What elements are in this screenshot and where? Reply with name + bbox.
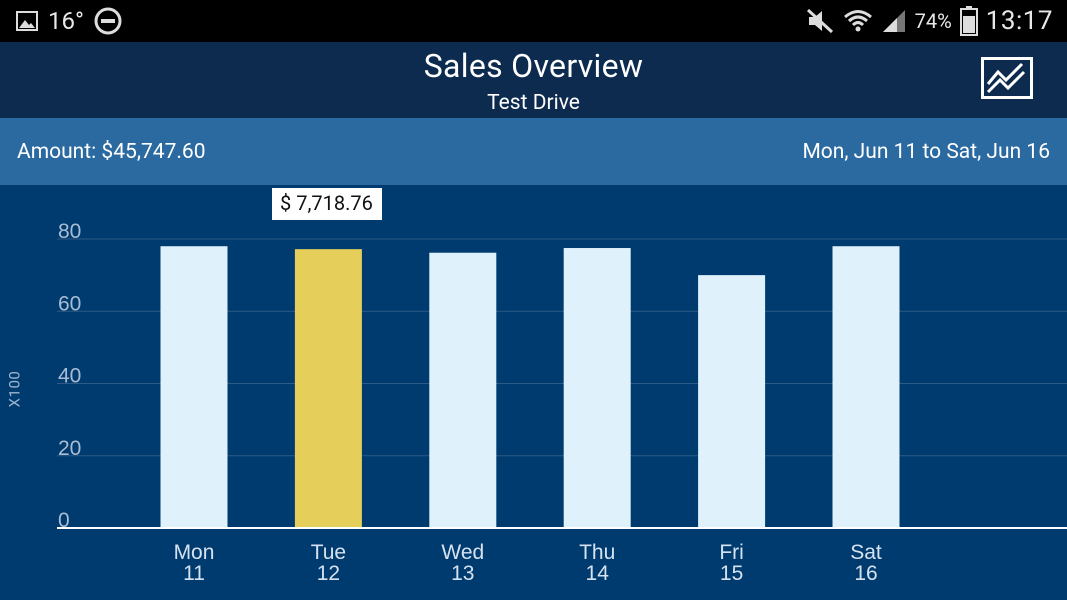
bar-fri[interactable]: [698, 275, 766, 528]
page-subtitle: Test Drive: [487, 91, 580, 115]
x-tick-date: 11: [183, 562, 205, 585]
y-tick-label: 60: [58, 292, 81, 315]
x-tick-day: Wed: [441, 541, 484, 564]
battery-percent: 74%: [914, 9, 952, 33]
x-tick-day: Mon: [174, 541, 215, 564]
bar-wed[interactable]: [429, 252, 497, 528]
summary-bar: Amount: $45,747.60 Mon, Jun 11 to Sat, J…: [0, 118, 1067, 185]
signal-icon: [881, 8, 907, 34]
y-tick-label: 80: [58, 220, 81, 243]
x-tick-day: Fri: [719, 541, 744, 564]
line-chart-icon: [984, 60, 1030, 96]
bar-tue[interactable]: [294, 249, 362, 528]
battery-icon: [959, 6, 978, 36]
image-notification-icon: [16, 11, 38, 31]
status-bar: 16°: [0, 0, 1067, 42]
x-tick-date: 16: [854, 562, 877, 585]
temperature-text: 16°: [48, 7, 84, 35]
date-range: Mon, Jun 11 to Sat, Jun 16: [802, 139, 1050, 164]
y-axis-unit-label: X100: [5, 370, 24, 408]
wifi-icon: [843, 8, 873, 34]
y-tick-label: 0: [58, 509, 70, 532]
sales-bar-chart[interactable]: 0 20 40 60 80 Mon 11 Tue 12 Wed 13 Thu 14 Fri 15 Sat 16 …: [0, 185, 1067, 600]
x-tick-date: 15: [720, 562, 743, 585]
x-tick-day: Sat: [850, 541, 882, 564]
page-title: Sales Overview: [423, 47, 644, 85]
chart-type-toggle-button[interactable]: [981, 57, 1033, 99]
bar-thu[interactable]: [563, 248, 631, 528]
do-not-disturb-icon: [94, 7, 122, 35]
mute-icon: [805, 8, 835, 34]
x-tick-date: 12: [317, 562, 340, 585]
amount-total: Amount: $45,747.60: [17, 139, 206, 164]
app-header: Sales Overview Test Drive: [0, 42, 1067, 118]
x-tick-date: 13: [451, 562, 474, 585]
clock-time: 13:17: [985, 6, 1053, 36]
value-tooltip: $ 7,718.76: [272, 188, 382, 220]
bar-sat[interactable]: [832, 246, 900, 528]
y-tick-label: 40: [58, 365, 81, 388]
y-tick-label: 20: [58, 437, 81, 460]
x-tick-day: Tue: [311, 541, 346, 564]
x-tick-date: 14: [586, 562, 610, 585]
x-tick-day: Thu: [579, 541, 615, 564]
bar-mon[interactable]: [160, 246, 228, 528]
